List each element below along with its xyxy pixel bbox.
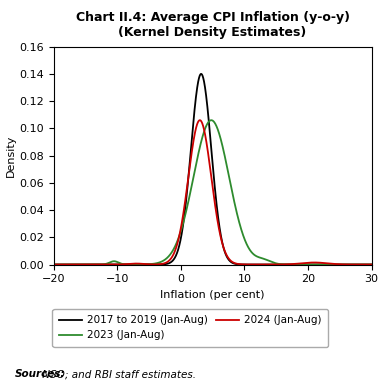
Title: Chart II.4: Average CPI Inflation (y-o-y)
(Kernel Density Estimates): Chart II.4: Average CPI Inflation (y-o-y… bbox=[75, 11, 350, 39]
Legend: 2017 to 2019 (Jan-Aug), 2023 (Jan-Aug), 2024 (Jan-Aug): 2017 to 2019 (Jan-Aug), 2023 (Jan-Aug), … bbox=[52, 309, 328, 347]
Y-axis label: Density: Density bbox=[5, 135, 15, 177]
Text: Sources:: Sources: bbox=[15, 369, 66, 379]
X-axis label: Inflation (per cent): Inflation (per cent) bbox=[160, 290, 265, 300]
Text: NSO; and RBI staff estimates.: NSO; and RBI staff estimates. bbox=[39, 369, 196, 379]
